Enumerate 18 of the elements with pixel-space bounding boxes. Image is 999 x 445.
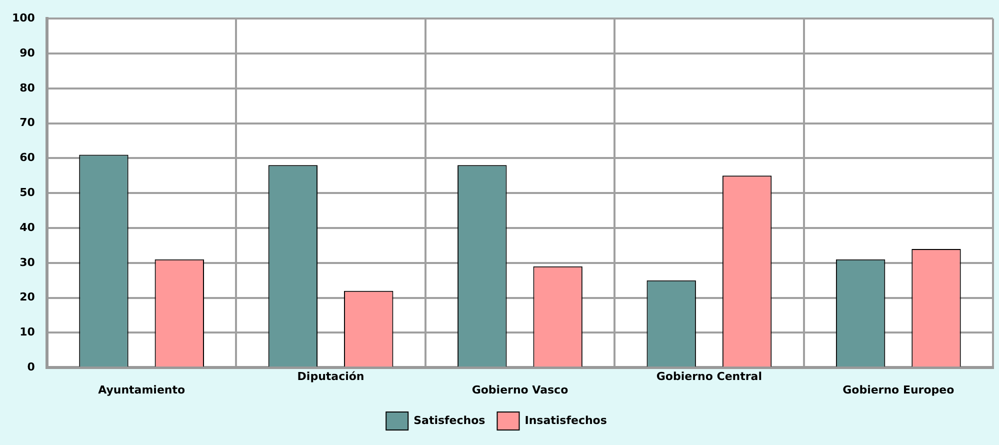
y-tick-label: 70 [20, 116, 36, 130]
y-tick-label: 60 [20, 151, 36, 164]
legend-label: Insatisfechos [524, 414, 608, 427]
y-tick-label: 80 [20, 81, 36, 94]
y-tick-label: 100 [12, 11, 36, 24]
y-tick-label: 30 [20, 256, 36, 269]
x-tick-label: Gobierno Vasco [472, 383, 569, 396]
y-tick-label: 10 [20, 326, 36, 339]
y-tick-label: 20 [20, 290, 36, 304]
legend-label: Satisfechos [414, 414, 486, 427]
y-tick-label: 40 [20, 220, 36, 234]
x-tick-label: Gobierno Europeo [842, 383, 955, 396]
x-tick-label: Ayuntamiento [98, 383, 186, 396]
y-tick-label: 50 [20, 186, 36, 199]
x-tick-label: Diputación [297, 370, 364, 384]
y-tick-label: 90 [20, 46, 36, 60]
y-tick-label: 0 [27, 360, 36, 374]
x-tick-label: Gobierno Central [656, 370, 762, 384]
